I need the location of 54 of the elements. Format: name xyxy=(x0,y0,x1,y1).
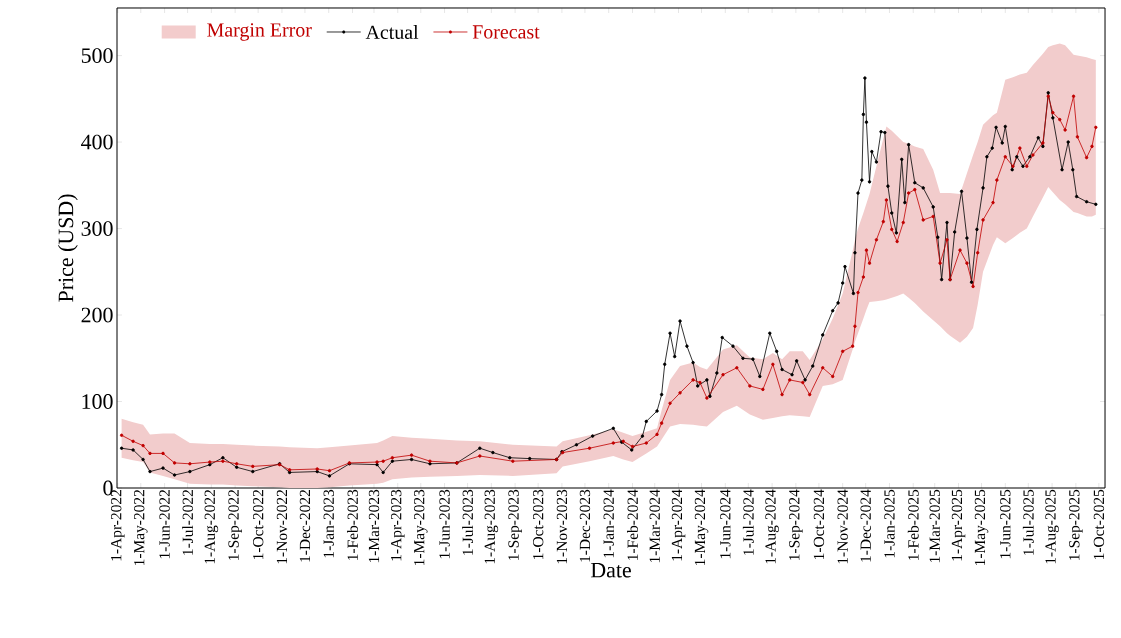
x-tick-label: 1-Mar-2024 xyxy=(649,489,660,563)
x-tick-label: 1-Mar-2025 xyxy=(929,489,940,563)
y-tick-label: 400 xyxy=(81,134,113,150)
y-tick-label: 500 xyxy=(81,48,113,63)
x-tick-label: 1-Jun-2022 xyxy=(159,490,170,559)
annotation: Margin Error xyxy=(207,23,312,41)
x-tick-label: 1-Jun-2025 xyxy=(1000,489,1011,559)
x-tick-label: 1-Jun-2024 xyxy=(720,489,731,559)
x-tick-label: 1-Aug-2025 xyxy=(1045,489,1059,564)
x-tick-label: 1-Oct-2023 xyxy=(532,489,544,560)
y-tick-label: 200 xyxy=(81,307,113,323)
x-tick-label: 1-Oct-2024 xyxy=(813,489,825,560)
x-tick-label: 1-Sep-2023 xyxy=(508,489,522,560)
x-tick-label: 1-Mar-2023 xyxy=(368,489,380,563)
legend-label: Forecast xyxy=(472,25,540,39)
x-tick-label: 1-Nov-2022 xyxy=(276,490,288,564)
x-tick-label: 1-May-2025 xyxy=(974,489,989,566)
x-tick-label: 1-Apr-2025 xyxy=(951,489,966,561)
y-tick-label: 0 xyxy=(103,480,113,496)
x-tick-label: 1-Jun-2023 xyxy=(439,489,450,559)
x-tick-label: 1-Dec-2023 xyxy=(579,489,591,562)
x-tick-label: 1-May-2023 xyxy=(413,489,428,566)
x-tick-label: 1-May-2024 xyxy=(694,489,709,566)
x-tick-label: 1-Sep-2024 xyxy=(789,489,803,560)
x-tick-label: 1-Aug-2022 xyxy=(204,490,219,564)
legend-label: Actual xyxy=(365,24,419,39)
x-tick-label: 1-Apr-2022 xyxy=(110,490,125,561)
x-axis-title: Date xyxy=(590,562,631,578)
x-tick-label: 1-Jul-2023 xyxy=(462,489,473,555)
x-tick-label: 1-Sep-2025 xyxy=(1069,489,1083,560)
x-tick-label: 1-Aug-2024 xyxy=(765,489,779,564)
y-tick-label: 100 xyxy=(82,394,113,409)
x-tick-label: 1-Oct-2022 xyxy=(252,490,264,560)
x-tick-label: 1-Apr-2023 xyxy=(390,489,405,561)
y-tick-label: 300 xyxy=(81,221,113,236)
x-tick-label: 1-Jul-2025 xyxy=(1022,489,1034,555)
x-tick-label: 1-Nov-2024 xyxy=(837,489,848,564)
x-tick-label: 1-Oct-2025 xyxy=(1093,489,1105,560)
y-axis-title: Price (USD) xyxy=(57,194,78,302)
x-tick-label: 1-Jul-2024 xyxy=(742,489,754,555)
x-tick-label: 1-Jan-2023 xyxy=(323,489,334,558)
x-tick-label: 1-Dec-2022 xyxy=(299,490,311,562)
x-tick-label: 1-Jan-2024 xyxy=(603,489,614,558)
x-tick-label: 1-Jan-2025 xyxy=(884,489,895,558)
x-tick-label: 1-Feb-2023 xyxy=(347,489,358,560)
x-tick-label: 1-Feb-2024 xyxy=(627,489,638,560)
x-tick-label: 1-Nov-2023 xyxy=(556,489,568,564)
x-tick-label: 1-Aug-2023 xyxy=(484,489,499,564)
x-tick-label: 1-Dec-2024 xyxy=(860,489,871,562)
x-tick-label: 1-Feb-2025 xyxy=(907,489,919,560)
x-tick-label: 1-Jul-2022 xyxy=(182,490,194,555)
x-tick-label: 1-May-2022 xyxy=(133,490,148,566)
x-tick-label: 1-Sep-2022 xyxy=(228,490,242,560)
x-tick-label: 1-Apr-2024 xyxy=(671,489,686,561)
